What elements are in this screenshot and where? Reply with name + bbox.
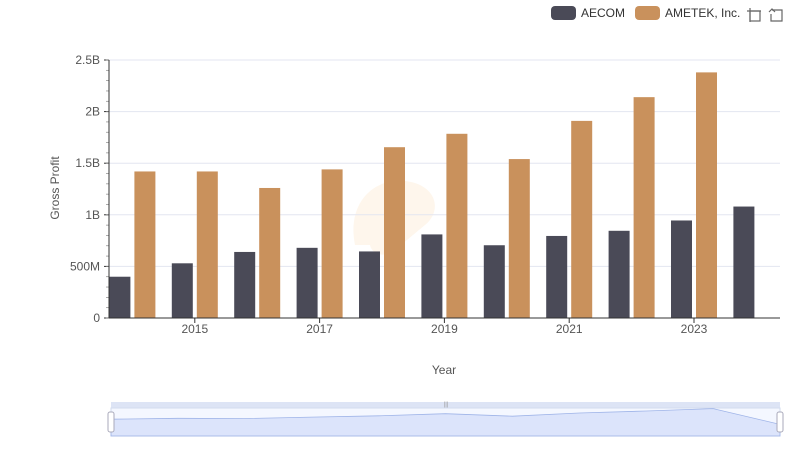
legend-swatch-ametek [635, 6, 661, 20]
bar-aecom[interactable] [671, 220, 692, 318]
dz-handle-right[interactable] [776, 411, 784, 433]
legend: AECOM AMETEK, Inc. [551, 4, 750, 22]
y-axis-title: Gross Profit [48, 156, 62, 220]
y-tick-label: 500M [70, 259, 100, 273]
legend-label-ametek: AMETEK, Inc. [665, 6, 741, 20]
axes: 0 500M 1B 1.5B 2B 2.5B 2015 2017 2019 2021 2023 [70, 53, 780, 336]
bar-aecom[interactable] [296, 247, 318, 318]
x-tick-label: 2015 [181, 322, 208, 336]
y-tick-label: 1.5B [75, 156, 100, 170]
bar-aecom[interactable] [234, 251, 256, 318]
toolbox [740, 7, 784, 23]
bar-aecom[interactable] [109, 276, 131, 318]
y-tick-label: 0 [93, 311, 100, 325]
bar-ametek[interactable] [196, 171, 218, 318]
legend-item-ametek[interactable]: AMETEK, Inc. [635, 6, 740, 20]
x-tick-label: 2017 [306, 322, 333, 336]
bar-ametek[interactable] [508, 159, 530, 318]
bar-aecom[interactable] [359, 251, 380, 318]
bar-aecom[interactable] [608, 230, 630, 318]
x-axis-title: Year [432, 363, 456, 377]
bar-ametek[interactable] [384, 147, 405, 318]
x-tick-label: 2023 [681, 322, 708, 336]
legend-swatch-aecom [551, 6, 576, 20]
data-zoom-slider[interactable]: ||| [107, 402, 784, 437]
bar-ametek[interactable] [696, 72, 717, 318]
dz-handle-left[interactable] [107, 411, 115, 433]
bar-aecom[interactable] [546, 235, 568, 318]
bar-ametek[interactable] [633, 97, 655, 318]
legend-label-aecom: AECOM [581, 6, 626, 20]
dz-top-bar [111, 402, 780, 408]
gridlines [109, 59, 780, 267]
bar-ametek[interactable] [259, 187, 281, 318]
bar-ametek[interactable] [446, 133, 468, 318]
x-tick-label: 2019 [431, 322, 458, 336]
dz-preview-area [110, 408, 781, 437]
bar-ametek[interactable] [571, 120, 593, 318]
dz-grip[interactable]: ||| [444, 402, 449, 408]
y-tick-label: 2B [85, 105, 100, 119]
bar-ametek[interactable] [134, 171, 156, 318]
x-tick-label: 2021 [556, 322, 583, 336]
bar-aecom[interactable] [733, 206, 755, 318]
y-tick-label: 2.5B [75, 53, 100, 67]
restore-icon[interactable] [768, 7, 784, 23]
y-tick-label: 1B [85, 208, 100, 222]
bar-aecom[interactable] [483, 245, 505, 318]
bars [109, 72, 755, 318]
bar-aecom[interactable] [171, 263, 193, 318]
legend-item-aecom[interactable]: AECOM [551, 6, 625, 20]
bar-ametek[interactable] [321, 169, 343, 318]
bar-aecom[interactable] [421, 234, 443, 318]
zoom-icon[interactable] [746, 7, 762, 23]
